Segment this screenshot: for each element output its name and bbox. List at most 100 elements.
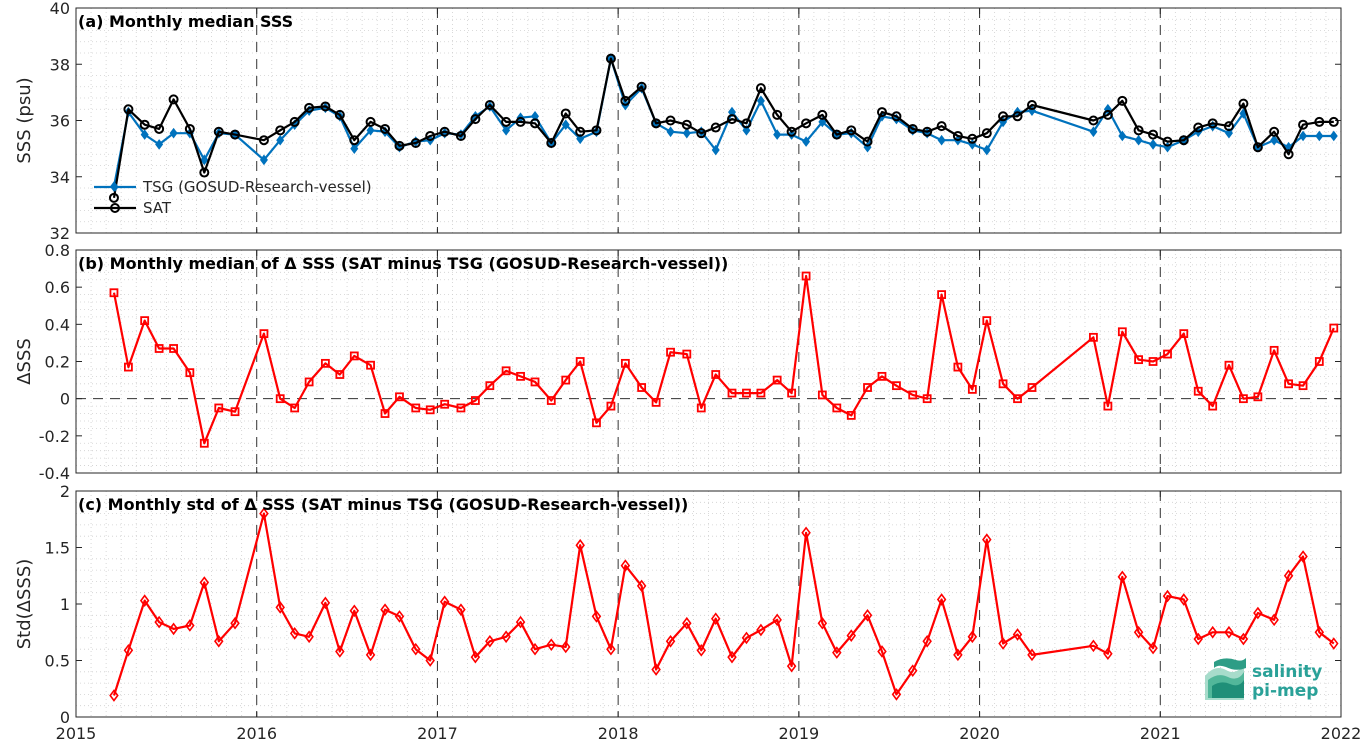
grid [76, 491, 1341, 717]
data-point [546, 396, 556, 405]
y-tick-label: 0.8 [45, 241, 70, 260]
legend: TSG (GOSUD-Research-vessel) SAT [94, 178, 372, 217]
panel-b-monthly-median-delta-sss: -0.4 -0.2 0 0.2 0.4 0.6 0.8 ΔSSS (b) Monthly med… [14, 241, 1342, 483]
data-point [123, 104, 134, 115]
data-point [425, 654, 435, 667]
data-point [892, 381, 901, 391]
data-point [862, 136, 873, 147]
data-point [1329, 637, 1339, 650]
x-tick-label: 2019 [778, 724, 819, 743]
data-point [335, 645, 345, 658]
data-point [365, 116, 376, 127]
data-point [651, 397, 661, 407]
data-point [1117, 95, 1128, 106]
data-point [742, 388, 751, 398]
data-point [982, 144, 991, 156]
series-0 [109, 507, 1339, 702]
data-point [425, 405, 435, 415]
data-point [184, 123, 195, 134]
data-point [560, 640, 571, 654]
data-point [546, 638, 557, 652]
salinity-pi-mep-logo: salinity pi-mep [1205, 658, 1322, 701]
data-point [501, 116, 512, 127]
data-point [276, 134, 285, 146]
data-point [304, 630, 314, 644]
data-point [455, 130, 466, 141]
data-point [877, 371, 887, 381]
data-point [665, 115, 676, 126]
data-point [967, 133, 978, 144]
data-point [1162, 136, 1173, 147]
data-point [1118, 130, 1127, 142]
data-point [846, 410, 856, 420]
x-tick-label: 2022 [1321, 724, 1362, 743]
data-point [908, 390, 918, 400]
data-point [862, 608, 873, 622]
data-point [1088, 115, 1099, 126]
data-point [1224, 625, 1234, 639]
data-point [651, 663, 661, 676]
data-point [575, 126, 586, 137]
data-point [335, 370, 345, 379]
data-point [501, 630, 511, 644]
data-point [772, 109, 783, 120]
legend-marker [110, 203, 120, 213]
data-point [877, 645, 887, 658]
data-point [666, 126, 675, 138]
data-point [967, 630, 978, 644]
data-point [470, 650, 481, 664]
panel-c-monthly-std-delta-sss: 0 0.5 1 1.5 2 2015 2016 2017 2018 2019 2020 2021 202… [14, 482, 1361, 743]
y-axis-label: ΔSSS [14, 338, 35, 385]
data-point [651, 118, 662, 129]
data-point [953, 362, 963, 372]
panel-title: (a) Monthly median SSS [78, 12, 293, 31]
data-point [485, 381, 495, 391]
grid [76, 250, 1341, 473]
data-point [876, 107, 887, 118]
data-point [696, 128, 707, 139]
data-point [456, 403, 466, 413]
data-point [1162, 589, 1173, 603]
data-point [696, 403, 706, 413]
legend-label: SAT [143, 199, 172, 217]
data-point [365, 648, 376, 662]
data-point [439, 126, 450, 137]
data-point [440, 399, 450, 409]
data-point [410, 642, 421, 656]
y-tick-label: 0 [60, 708, 70, 727]
series-1 [108, 53, 1339, 203]
data-point [1012, 628, 1023, 641]
data-point [394, 140, 405, 151]
data-point [123, 643, 134, 657]
data-point [682, 127, 691, 139]
data-point [275, 394, 285, 404]
data-point [259, 507, 269, 520]
data-point [168, 622, 179, 636]
data-point [606, 642, 616, 656]
data-point [1238, 98, 1249, 109]
data-point [320, 358, 330, 368]
data-point [1314, 625, 1325, 639]
data-point [140, 129, 149, 140]
data-point [502, 125, 511, 136]
data-point [199, 576, 210, 589]
data-point [1193, 122, 1204, 133]
data-point [620, 559, 631, 572]
data-point [1314, 357, 1324, 366]
data-point [169, 344, 178, 353]
data-point [710, 122, 721, 133]
data-point [1329, 130, 1338, 142]
y-tick-label: -0.4 [39, 464, 70, 483]
data-point [682, 349, 692, 359]
data-point [561, 119, 570, 131]
series-0 [109, 271, 1339, 448]
y-tick-label: 0.6 [45, 278, 70, 297]
data-point [1133, 625, 1144, 639]
data-point [1103, 647, 1113, 661]
data-point [1223, 121, 1234, 132]
data-point [185, 368, 195, 378]
data-point [1134, 134, 1143, 146]
panel-a-monthly-median-sss: 32 34 36 38 40 SSS (psu) (a) Monthly median SS… [14, 0, 1342, 243]
data-point [1328, 116, 1339, 127]
